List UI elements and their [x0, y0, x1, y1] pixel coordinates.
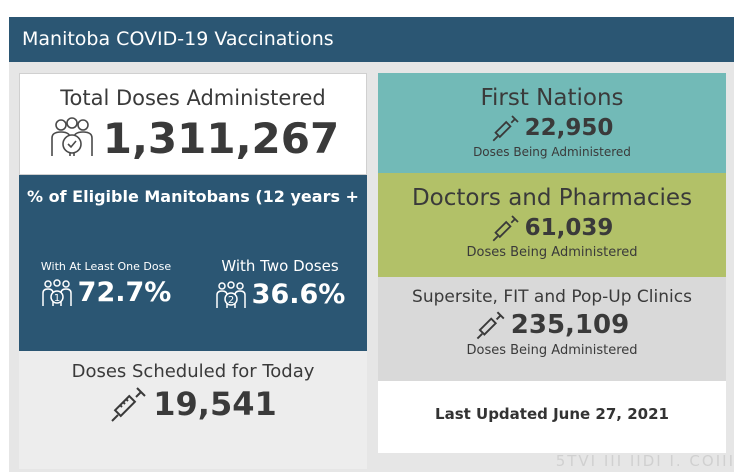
- first-nations-subtitle: Doses Being Administered: [473, 145, 631, 159]
- syringe-icon: [109, 384, 149, 424]
- eligible-panel: % of Eligible Manitobans (12 years + Wit…: [19, 175, 367, 351]
- total-doses-value: 1,311,267: [102, 114, 340, 163]
- supersite-title: Supersite, FIT and Pop-Up Clinics: [412, 287, 692, 307]
- group-two-icon: 2: [215, 280, 247, 310]
- supersite-panel: Supersite, FIT and Pop-Up Clinics 235,10…: [378, 277, 726, 381]
- syringe-icon: [475, 309, 507, 341]
- two-doses-label: With Two Doses: [221, 257, 339, 275]
- dashboard-frame: Manitoba COVID-19 Vaccinations Total Dos…: [9, 17, 734, 472]
- two-doses-value: 36.6%: [251, 279, 346, 310]
- two-doses-stat: With Two Doses 2 36.6%: [193, 257, 367, 310]
- scheduled-title: Doses Scheduled for Today: [71, 361, 315, 382]
- syringe-icon: [491, 113, 521, 143]
- svg-text:2: 2: [227, 295, 233, 306]
- first-nations-title: First Nations: [480, 85, 624, 111]
- scheduled-value: 19,541: [153, 385, 277, 423]
- scheduled-panel: Doses Scheduled for Today 19,541: [19, 351, 367, 469]
- page-title: Manitoba COVID-19 Vaccinations: [9, 17, 734, 62]
- doctors-value: 61,039: [524, 215, 614, 241]
- first-nations-value: 22,950: [524, 115, 614, 141]
- total-doses-title: Total Doses Administered: [60, 86, 326, 110]
- one-dose-value: 72.7%: [77, 277, 172, 308]
- eligible-title: % of Eligible Manitobans (12 years +: [27, 187, 359, 206]
- one-dose-label: With At Least One Dose: [40, 260, 172, 273]
- doctors-subtitle: Doses Being Administered: [466, 245, 638, 260]
- syringe-icon: [491, 213, 521, 243]
- last-updated-text: Last Updated June 27, 2021: [435, 405, 669, 423]
- people-icon: [47, 116, 97, 162]
- total-doses-panel: Total Doses Administered 1,311,267: [19, 73, 367, 175]
- supersite-value: 235,109: [510, 310, 630, 340]
- group-one-icon: 1: [41, 278, 73, 308]
- doctors-panel: Doctors and Pharmacies 61,039 Doses Bein…: [378, 173, 726, 277]
- supersite-subtitle: Doses Being Administered: [466, 343, 638, 358]
- doctors-title: Doctors and Pharmacies: [411, 185, 693, 211]
- watermark: 5TVI III IIDI I. COIII: [555, 452, 735, 470]
- first-nations-panel: First Nations 22,950 Doses Being Adminis…: [378, 73, 726, 173]
- one-dose-stat: With At Least One Dose 1 72.7%: [19, 257, 193, 310]
- last-updated-panel: Last Updated June 27, 2021: [378, 381, 726, 453]
- svg-text:1: 1: [53, 293, 59, 304]
